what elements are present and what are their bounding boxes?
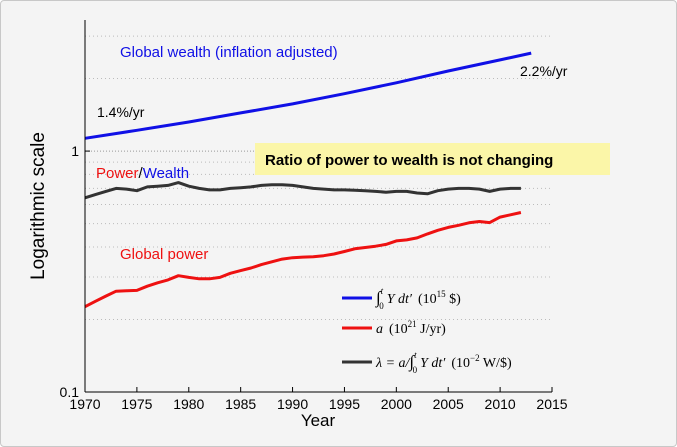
legend-unit-exponent: −2 <box>470 353 480 363</box>
legend-unit-tail: W/$) <box>480 356 512 371</box>
y-tick-label: 1 <box>71 143 79 159</box>
x-tick-label: 1985 <box>225 396 256 412</box>
legend-unit-tail: $) <box>446 292 462 307</box>
legend-integral-upper: t <box>414 350 417 360</box>
series-line-wealth <box>84 51 532 140</box>
legend-integral-upper: t <box>381 286 384 296</box>
y-axis-label: Logarithmic scale <box>28 132 49 280</box>
x-tick-label: 2015 <box>536 396 567 412</box>
legend-unit: (10 <box>418 292 437 307</box>
legend-label-ratio: λ = a/∫t 0 Y dt′ (10−2 W/$) <box>375 350 512 375</box>
ratio-callout-text: Ratio of power to wealth is not changing <box>265 152 553 169</box>
legend-prefix: λ = a/ <box>375 356 411 371</box>
legend-label-power: a (1021 J/yr) <box>376 319 446 337</box>
legend-label-wealth: ∫t 0 Y dt′ (1015 $) <box>375 286 461 311</box>
x-tick-label: 2005 <box>433 396 464 412</box>
series-lines <box>84 51 532 309</box>
grid-lines <box>85 35 552 393</box>
legend-unit: (10 <box>389 322 408 337</box>
y-tick-label: 0.1 <box>60 384 80 400</box>
power-label-part: Power <box>96 165 139 182</box>
x-tick-label: 1995 <box>329 396 360 412</box>
legend-integral-lower: 0 <box>413 365 418 375</box>
rate-start-annotation: 1.4%/yr <box>97 104 145 120</box>
ratio-callout-box <box>255 143 610 175</box>
legend: ∫t 0 Y dt′ (1015 $) a (1021 J/yr) λ = a/∫t 0 Y… <box>342 286 512 375</box>
power-wealth-label: Power/Wealth <box>96 165 189 182</box>
legend-body: a <box>376 322 383 337</box>
x-tick-label: 1975 <box>121 396 152 412</box>
series-line-ratio <box>84 181 521 200</box>
legend-body: Y dt′ <box>387 292 413 307</box>
wealth-annotation: Global wealth (inflation adjusted) <box>120 44 338 61</box>
x-tick-label: 2010 <box>485 396 516 412</box>
x-axis-label: Year <box>301 411 336 430</box>
series-line-power <box>84 211 522 309</box>
legend-unit-tail: J/yr) <box>417 322 447 337</box>
legend-integral-lower: 0 <box>379 301 384 311</box>
x-tick-label: 2000 <box>381 396 412 412</box>
legend-integral-sign: ∫ <box>408 352 415 372</box>
ticks: 1970 1975 1980 1985 1990 1995 2000 2005 2010 2015… <box>60 143 568 412</box>
wealth-label-part: Wealth <box>143 165 189 182</box>
legend-body: Y dt′ <box>420 356 446 371</box>
legend-integral-sign: ∫ <box>375 288 382 308</box>
global-power-annotation: Global power <box>120 246 208 263</box>
x-tick-label: 1970 <box>69 396 100 412</box>
legend-unit-exponent: 21 <box>408 319 417 329</box>
axes <box>84 20 552 393</box>
legend-unit: (10 <box>451 356 470 371</box>
slash-label-part: / <box>139 165 144 182</box>
x-tick-label: 1980 <box>173 396 204 412</box>
rate-end-annotation: 2.2%/yr <box>520 63 568 79</box>
legend-unit-exponent: 15 <box>437 289 447 299</box>
x-tick-label: 1990 <box>277 396 308 412</box>
